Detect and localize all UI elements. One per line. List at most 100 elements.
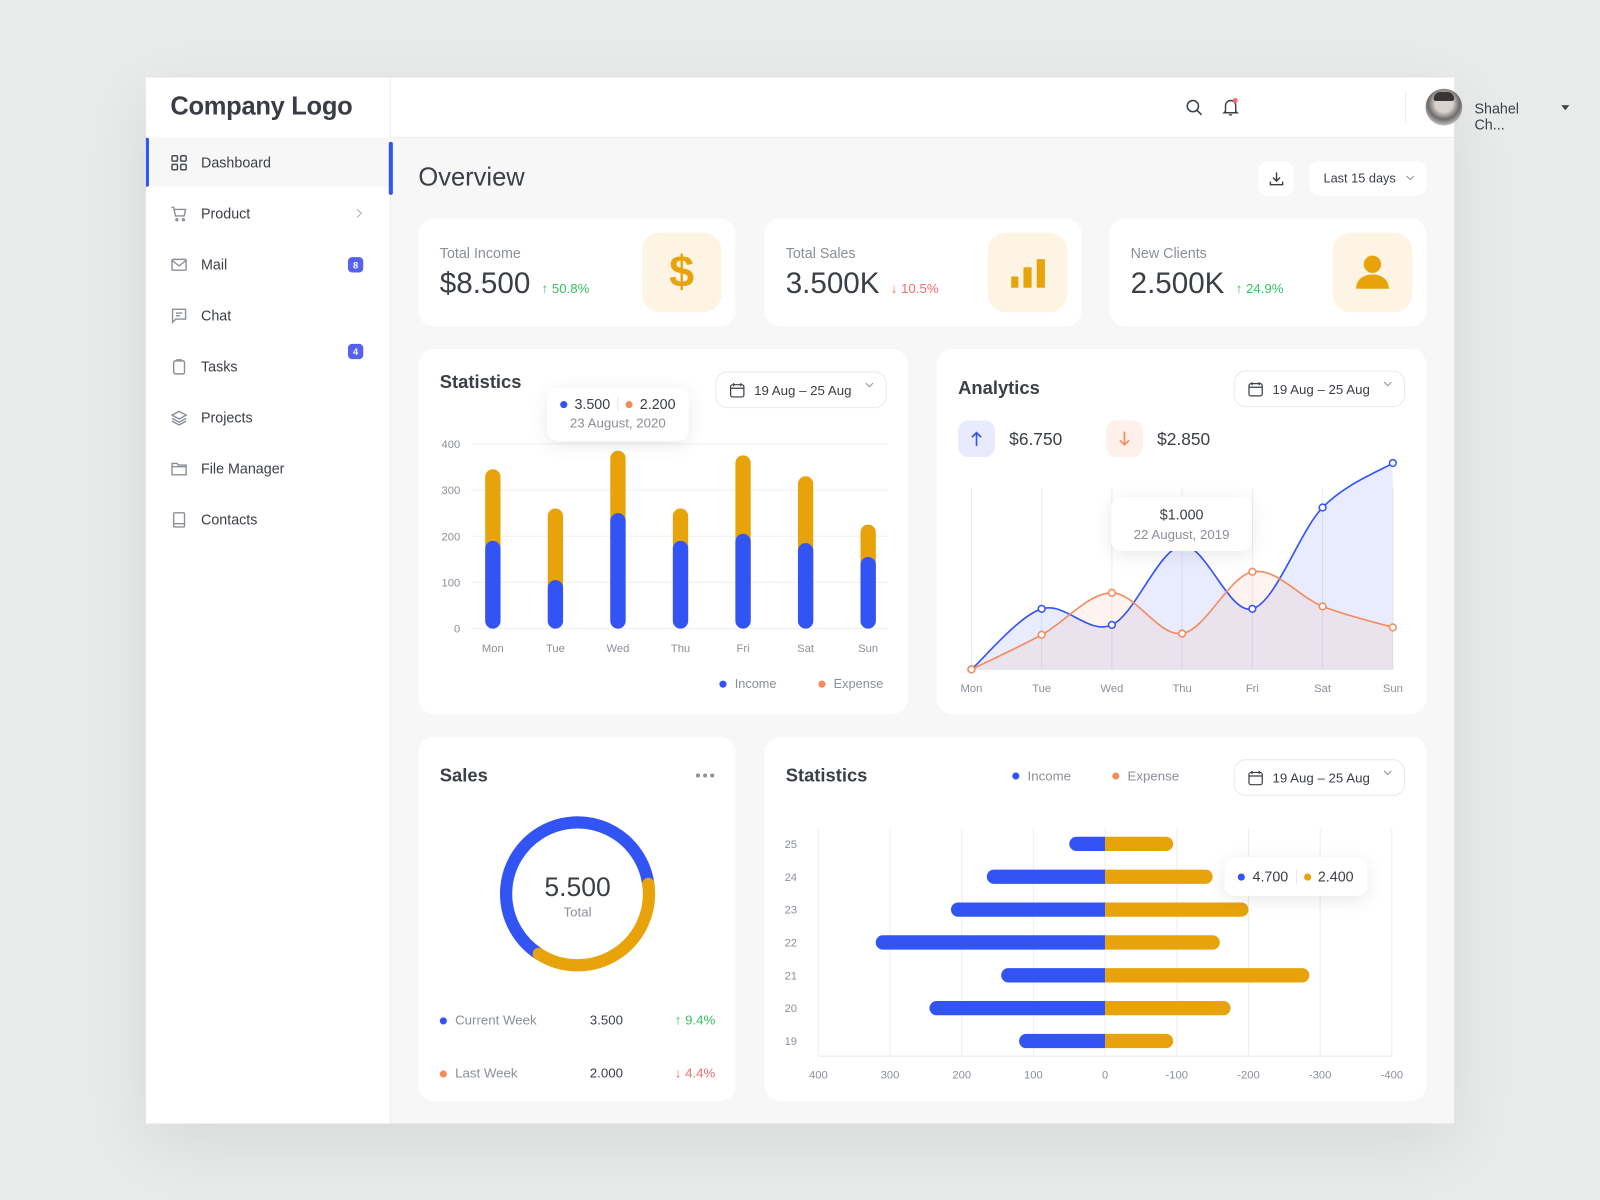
download-button[interactable] xyxy=(1258,161,1294,196)
x-tick-label: Tue xyxy=(1032,683,1051,695)
sidebar-item-tasks[interactable]: Tasks 4 xyxy=(146,342,391,391)
more-options-button[interactable] xyxy=(695,773,715,778)
x-tick-label: 200 xyxy=(952,1070,971,1082)
area-line-chart: Mon Tue Wed Thu Fri Sat Sun xyxy=(961,458,1403,695)
data-point xyxy=(1107,620,1117,630)
sidebar-item-chat[interactable]: Chat xyxy=(146,291,391,340)
user-name[interactable]: Shahel Ch... xyxy=(1474,99,1519,133)
x-tick-label: Sun xyxy=(858,643,878,655)
bar-income xyxy=(929,1001,1106,1016)
tooltip-income: 4.700 xyxy=(1252,868,1289,885)
kpi-card-total-income: Total Income $8.500 ↑ 50.8% $ xyxy=(418,218,736,327)
x-tick-label: Sun xyxy=(1383,683,1403,695)
sidebar-item-product[interactable]: Product xyxy=(146,189,391,238)
horizontal-bar-chart: 400 300 200 100 0 -100 -200 -300 -400 25 24 23 22 21 2… xyxy=(785,828,1403,1082)
data-point xyxy=(1248,604,1257,613)
range-select[interactable]: Last 15 days xyxy=(1309,161,1427,196)
tooltip-date: 23 August, 2020 xyxy=(569,415,666,431)
card-title: Sales xyxy=(439,765,488,786)
legend-expense: Expense xyxy=(1112,768,1180,784)
kpi-label: New Clients xyxy=(1130,244,1207,262)
x-tick-label: Fri xyxy=(737,643,750,655)
sidebar-item-dashboard[interactable]: Dashboard xyxy=(145,137,393,195)
tooltip-income: 3.500 xyxy=(574,395,611,413)
sidebar: Company Logo Dashboard Product Mail 8 Ch… xyxy=(145,77,393,1124)
bar-income xyxy=(610,513,626,629)
kpi-icon-box xyxy=(1332,232,1413,313)
analytics-card: Mon Tue Wed Thu Fri Sat Sun Analytics 19 Aug –… xyxy=(936,348,1427,715)
book-icon xyxy=(172,511,186,528)
y-tick-label: 20 xyxy=(785,1003,797,1015)
bar-expense xyxy=(1105,902,1249,917)
sidebar-item-contacts[interactable]: Contacts xyxy=(146,495,391,544)
x-tick-label: Sat xyxy=(797,643,815,655)
folder-icon xyxy=(171,462,187,476)
sales-row-current-week: Current Week 3.500 ↑ 9.4% xyxy=(439,1012,715,1030)
sidebar-item-mail[interactable]: Mail 8 xyxy=(146,240,391,289)
bar-expense xyxy=(1105,968,1310,983)
app-window: Company Logo Dashboard Product Mail 8 Ch… xyxy=(145,77,1570,1124)
x-tick-label: 0 xyxy=(1102,1070,1108,1082)
chat-icon xyxy=(171,308,187,324)
legend-label: Expense xyxy=(833,676,884,691)
sales-row-last-week: Last Week 2.000 ↓ 4.4% xyxy=(439,1065,715,1083)
data-point xyxy=(1318,602,1327,611)
chart-tooltip: 4.700 2.400 xyxy=(1224,857,1368,896)
x-tick-label: -400 xyxy=(1381,1070,1403,1082)
bar-income xyxy=(797,543,814,629)
donut-total-label: Total xyxy=(563,904,592,920)
tooltip-expense: 2.400 xyxy=(1317,868,1354,885)
card-title: Statistics xyxy=(439,371,522,392)
caret-down-icon[interactable] xyxy=(1561,105,1570,111)
legend-label: Expense xyxy=(1127,768,1180,784)
expense-arrow-box xyxy=(1106,420,1143,458)
y-tick-label: 0 xyxy=(454,624,460,636)
donut-total: 5.500 xyxy=(544,871,611,903)
mail-icon xyxy=(171,258,187,271)
range-select-value: Last 15 days xyxy=(1323,171,1396,186)
row-label: Current Week xyxy=(455,1012,537,1028)
donut-segment xyxy=(532,877,656,972)
data-point xyxy=(1037,604,1046,613)
notification-dot xyxy=(1232,97,1238,104)
x-tick-label: Tue xyxy=(546,643,565,655)
date-range-picker[interactable]: 19 Aug – 25 Aug xyxy=(1233,759,1406,796)
bar-expense xyxy=(1105,836,1174,852)
income-dot xyxy=(560,400,568,408)
data-point xyxy=(967,665,976,674)
income-dot xyxy=(1238,872,1246,881)
card-title: Statistics xyxy=(785,765,868,786)
sidebar-item-label: Mail xyxy=(201,256,228,273)
sidebar-item-projects[interactable]: Projects xyxy=(146,393,391,442)
kpi-label: Total Sales xyxy=(785,244,856,262)
user-icon xyxy=(1356,255,1389,289)
bar-expense xyxy=(1105,1001,1231,1016)
bar-expense xyxy=(1105,935,1220,950)
bar-expense xyxy=(1105,869,1213,884)
avatar[interactable] xyxy=(1425,88,1463,126)
kpi-label: Total Income xyxy=(439,244,521,262)
tooltip-expense: 2.200 xyxy=(639,395,676,413)
sidebar-item-label: Contacts xyxy=(201,511,258,528)
sidebar-item-label: Projects xyxy=(201,409,253,426)
tooltip-value: $1.000 xyxy=(1159,506,1204,523)
sidebar-item-file-manager[interactable]: File Manager xyxy=(146,444,391,493)
statistics-horizontal-card: 400 300 200 100 0 -100 -200 -300 -400 25 24 23 22 21 2… xyxy=(764,736,1427,1102)
y-tick-label: 22 xyxy=(785,938,797,950)
chevron-down-icon xyxy=(1406,175,1415,181)
x-tick-label: Fri xyxy=(1246,683,1259,695)
sidebar-item-label: Dashboard xyxy=(201,154,271,171)
mail-count-badge: 8 xyxy=(347,257,364,273)
date-range-picker[interactable]: 19 Aug – 25 Aug xyxy=(1233,370,1406,408)
top-bar: Shahel Ch... xyxy=(390,77,1570,138)
row-label: Last Week xyxy=(455,1065,518,1081)
notification-bell-button[interactable] xyxy=(1222,97,1240,118)
data-point xyxy=(1177,629,1187,638)
dollar-icon: $ xyxy=(669,246,695,297)
card-title: Analytics xyxy=(958,377,1040,398)
search-icon[interactable] xyxy=(1186,99,1203,116)
bar-income xyxy=(986,869,1106,884)
divider xyxy=(1405,91,1407,123)
y-tick-label: 200 xyxy=(441,531,460,543)
date-range-picker[interactable]: 19 Aug – 25 Aug xyxy=(715,371,887,409)
